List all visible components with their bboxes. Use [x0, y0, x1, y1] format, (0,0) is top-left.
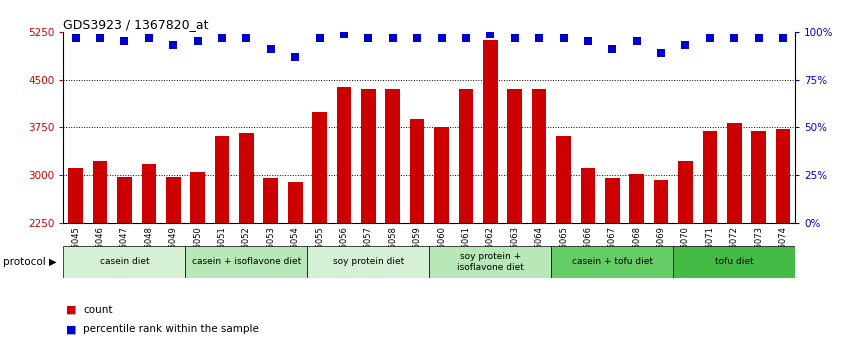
Bar — [69, 167, 83, 354]
Bar — [483, 40, 497, 354]
Point — [777, 35, 790, 40]
Bar — [190, 172, 205, 354]
Bar — [654, 180, 668, 354]
Point — [581, 39, 595, 44]
Point — [191, 39, 205, 44]
Bar — [580, 167, 596, 354]
Bar — [751, 131, 766, 354]
Point — [484, 31, 497, 36]
Bar — [409, 119, 425, 354]
Bar — [215, 136, 229, 354]
Bar — [166, 177, 180, 354]
Point — [361, 35, 375, 40]
Point — [93, 35, 107, 40]
Point — [654, 50, 667, 56]
Point — [69, 35, 82, 40]
Point — [678, 42, 692, 48]
Point — [239, 35, 253, 40]
Text: ■: ■ — [66, 305, 76, 315]
Bar — [552, 246, 673, 278]
Point — [386, 35, 399, 40]
Point — [728, 35, 741, 40]
Bar — [673, 246, 795, 278]
Bar — [386, 88, 400, 354]
Bar — [63, 246, 185, 278]
Point — [167, 42, 180, 48]
Bar — [776, 129, 790, 354]
Bar — [263, 178, 278, 354]
Text: GDS3923 / 1367820_at: GDS3923 / 1367820_at — [63, 18, 209, 31]
Bar — [508, 88, 522, 354]
Point — [338, 31, 351, 36]
Bar — [727, 123, 742, 354]
Bar — [678, 161, 693, 354]
Point — [288, 54, 302, 59]
Bar — [702, 131, 717, 354]
Text: count: count — [83, 305, 113, 315]
Point — [532, 35, 546, 40]
Text: soy protein diet: soy protein diet — [332, 257, 404, 267]
Bar — [556, 136, 571, 354]
Bar — [239, 133, 254, 354]
Bar — [185, 246, 307, 278]
Point — [215, 35, 228, 40]
Point — [142, 35, 156, 40]
Bar — [629, 174, 644, 354]
Bar — [337, 87, 351, 354]
Bar — [532, 88, 547, 354]
Point — [703, 35, 717, 40]
Bar — [307, 246, 429, 278]
Point — [435, 35, 448, 40]
Text: casein diet: casein diet — [100, 257, 149, 267]
Point — [459, 35, 473, 40]
Point — [752, 35, 766, 40]
Bar — [434, 127, 449, 354]
Point — [118, 39, 131, 44]
Text: casein + isoflavone diet: casein + isoflavone diet — [192, 257, 301, 267]
Bar — [459, 88, 473, 354]
Text: ■: ■ — [66, 324, 76, 334]
Text: soy protein +
isoflavone diet: soy protein + isoflavone diet — [457, 252, 524, 272]
Bar — [429, 246, 552, 278]
Bar — [141, 164, 157, 354]
Bar — [312, 112, 327, 354]
Point — [557, 35, 570, 40]
Point — [508, 35, 521, 40]
Point — [264, 46, 277, 52]
Bar — [93, 161, 107, 354]
Bar — [117, 177, 132, 354]
Text: tofu diet: tofu diet — [715, 257, 754, 267]
Text: casein + tofu diet: casein + tofu diet — [572, 257, 653, 267]
Text: protocol: protocol — [3, 257, 46, 267]
Text: ▶: ▶ — [49, 257, 56, 267]
Bar — [288, 182, 303, 354]
Point — [410, 35, 424, 40]
Bar — [605, 178, 619, 354]
Text: percentile rank within the sample: percentile rank within the sample — [83, 324, 259, 334]
Bar — [361, 88, 376, 354]
Point — [630, 39, 644, 44]
Point — [313, 35, 327, 40]
Point — [606, 46, 619, 52]
